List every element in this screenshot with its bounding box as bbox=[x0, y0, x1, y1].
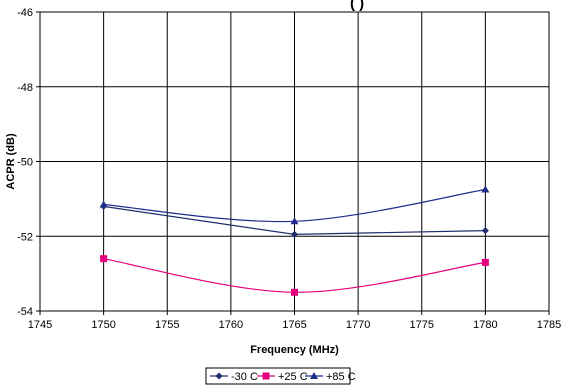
x-tick-label: 1745 bbox=[28, 319, 52, 331]
x-tick-label: 1765 bbox=[282, 319, 306, 331]
y-tick-label: -54 bbox=[17, 306, 33, 318]
y-axis-title: ACPR (dB) bbox=[5, 133, 17, 190]
legend-item: +25 C bbox=[257, 371, 308, 383]
legend-marker bbox=[262, 372, 270, 380]
legend-item: -30 C bbox=[210, 371, 258, 383]
axis-ticks: 1745 1750 1755 1760 1765 1770 1775 1780 1785 -46 -… bbox=[17, 7, 561, 331]
legend-item: +85 C bbox=[305, 371, 356, 383]
data-point bbox=[99, 200, 108, 208]
data-point bbox=[291, 288, 298, 296]
legend-marker bbox=[215, 372, 223, 380]
data-point bbox=[481, 185, 490, 193]
x-tick-label: 1770 bbox=[346, 319, 370, 331]
x-tick-label: 1785 bbox=[537, 319, 561, 331]
x-tick-label: 1755 bbox=[155, 319, 179, 331]
x-tick-label: 1775 bbox=[410, 319, 434, 331]
series-2 bbox=[99, 185, 490, 225]
y-tick-label: -52 bbox=[17, 231, 33, 243]
x-tick-label: 1750 bbox=[91, 319, 115, 331]
data-point bbox=[100, 255, 108, 263]
series-lines bbox=[99, 185, 490, 296]
x-tick-label: 1780 bbox=[473, 319, 497, 331]
y-tick-label: -48 bbox=[17, 82, 33, 94]
series-1 bbox=[100, 255, 489, 296]
legend-label: +25 C bbox=[278, 371, 308, 383]
x-tick-label: 1760 bbox=[219, 319, 243, 331]
data-point bbox=[290, 217, 299, 225]
data-point bbox=[481, 227, 489, 235]
chart-title: ( ) bbox=[350, 0, 364, 12]
data-point bbox=[291, 230, 298, 238]
y-tick-label: -46 bbox=[17, 7, 33, 19]
legend-label: +85 C bbox=[326, 371, 356, 383]
data-point bbox=[481, 258, 489, 266]
y-tick-label: -50 bbox=[17, 157, 33, 169]
legend-label: -30 C bbox=[231, 371, 258, 383]
x-axis-title: Frequency (MHz) bbox=[250, 344, 339, 356]
legend-marker bbox=[310, 372, 318, 379]
legend: -30 C +25 C +85 C bbox=[205, 367, 356, 385]
